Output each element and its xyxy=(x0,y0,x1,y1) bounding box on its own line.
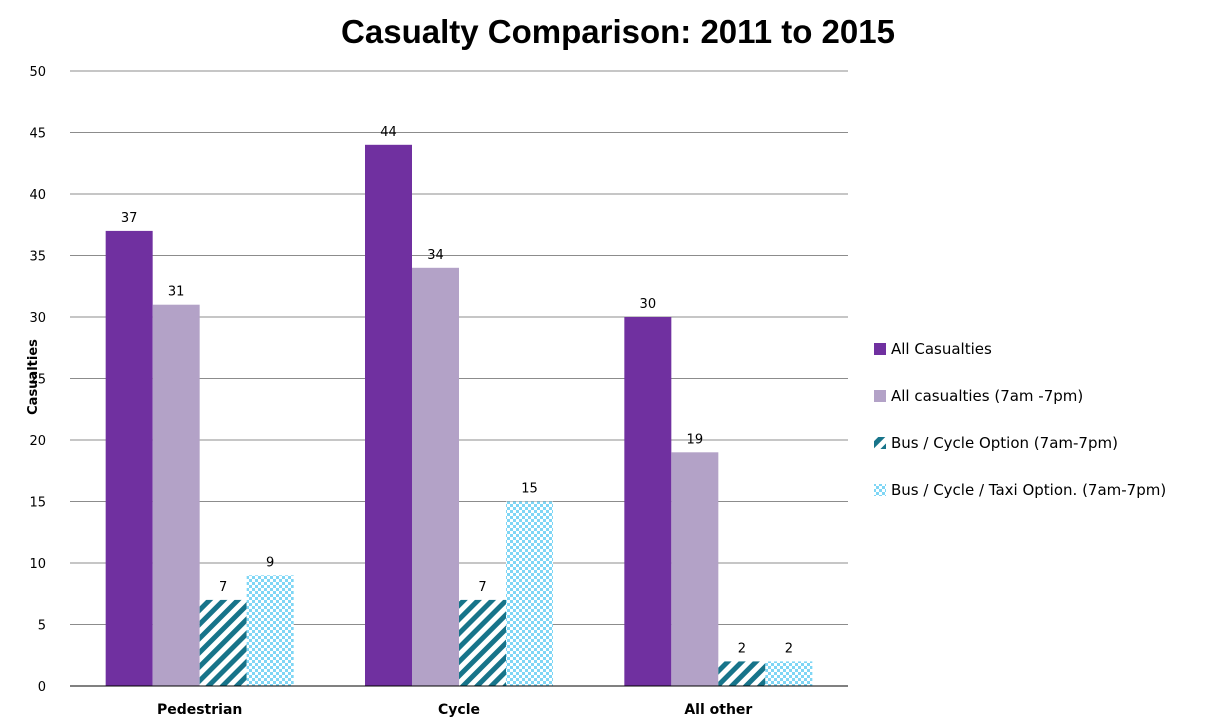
data-label: 44 xyxy=(380,125,397,140)
data-label: 7 xyxy=(478,580,486,595)
y-tick-label: 35 xyxy=(29,250,46,265)
legend-label: All casualties (7am -7pm) xyxy=(891,387,1083,405)
bar xyxy=(152,304,200,686)
data-label: 2 xyxy=(738,641,746,656)
x-tick-label: Cycle xyxy=(438,702,480,718)
data-label: 15 xyxy=(521,482,538,497)
bar xyxy=(246,575,294,686)
y-tick-label: 25 xyxy=(29,373,46,388)
y-axis-label: Casualties xyxy=(26,339,41,415)
x-tick-label: Pedestrian xyxy=(157,702,242,718)
legend-swatch xyxy=(874,343,886,355)
y-tick-label: 5 xyxy=(38,619,46,634)
legend-label: Bus / Cycle / Taxi Option. (7am-7pm) xyxy=(891,481,1166,499)
x-tick-label: All other xyxy=(684,702,752,718)
bar xyxy=(671,452,719,686)
chart-title: Casualty Comparison: 2011 to 2015 xyxy=(341,13,895,50)
y-tick-label: 10 xyxy=(29,557,46,572)
data-label: 34 xyxy=(427,248,444,263)
legend: All Casualties All casualties (7am -7pm) B… xyxy=(874,340,1166,499)
data-label: 2 xyxy=(785,641,793,656)
bar xyxy=(365,144,412,687)
bar xyxy=(765,661,813,686)
legend-swatch xyxy=(874,437,886,449)
y-tick-label: 45 xyxy=(29,127,46,142)
legend-label: All Casualties xyxy=(891,340,992,358)
data-label: 19 xyxy=(687,432,704,447)
bar xyxy=(506,501,553,686)
x-axis-ticks: Pedestrian Cycle All other xyxy=(157,702,752,718)
bar xyxy=(105,230,153,686)
y-tick-label: 40 xyxy=(29,188,46,203)
bar xyxy=(624,317,672,686)
data-label: 9 xyxy=(266,555,274,570)
legend-swatch xyxy=(874,484,886,496)
y-tick-label: 50 xyxy=(29,65,46,80)
data-label: 30 xyxy=(640,297,657,312)
bar xyxy=(199,599,247,686)
y-tick-label: 30 xyxy=(29,311,46,326)
y-axis-ticks: 0 5 10 15 20 25 30 35 40 45 50 xyxy=(29,65,46,695)
data-label: 31 xyxy=(168,285,185,300)
bars xyxy=(105,144,813,687)
y-tick-label: 0 xyxy=(38,680,46,695)
legend-swatch xyxy=(874,390,886,402)
y-tick-label: 20 xyxy=(29,434,46,449)
bar xyxy=(459,599,506,686)
data-labels: 37 31 7 9 44 34 7 15 30 19 2 2 xyxy=(121,125,793,657)
data-label: 7 xyxy=(219,580,227,595)
bar xyxy=(412,267,459,686)
bar xyxy=(718,661,766,686)
legend-label: Bus / Cycle Option (7am-7pm) xyxy=(891,434,1118,452)
y-tick-label: 15 xyxy=(29,496,46,511)
data-label: 37 xyxy=(121,211,138,226)
